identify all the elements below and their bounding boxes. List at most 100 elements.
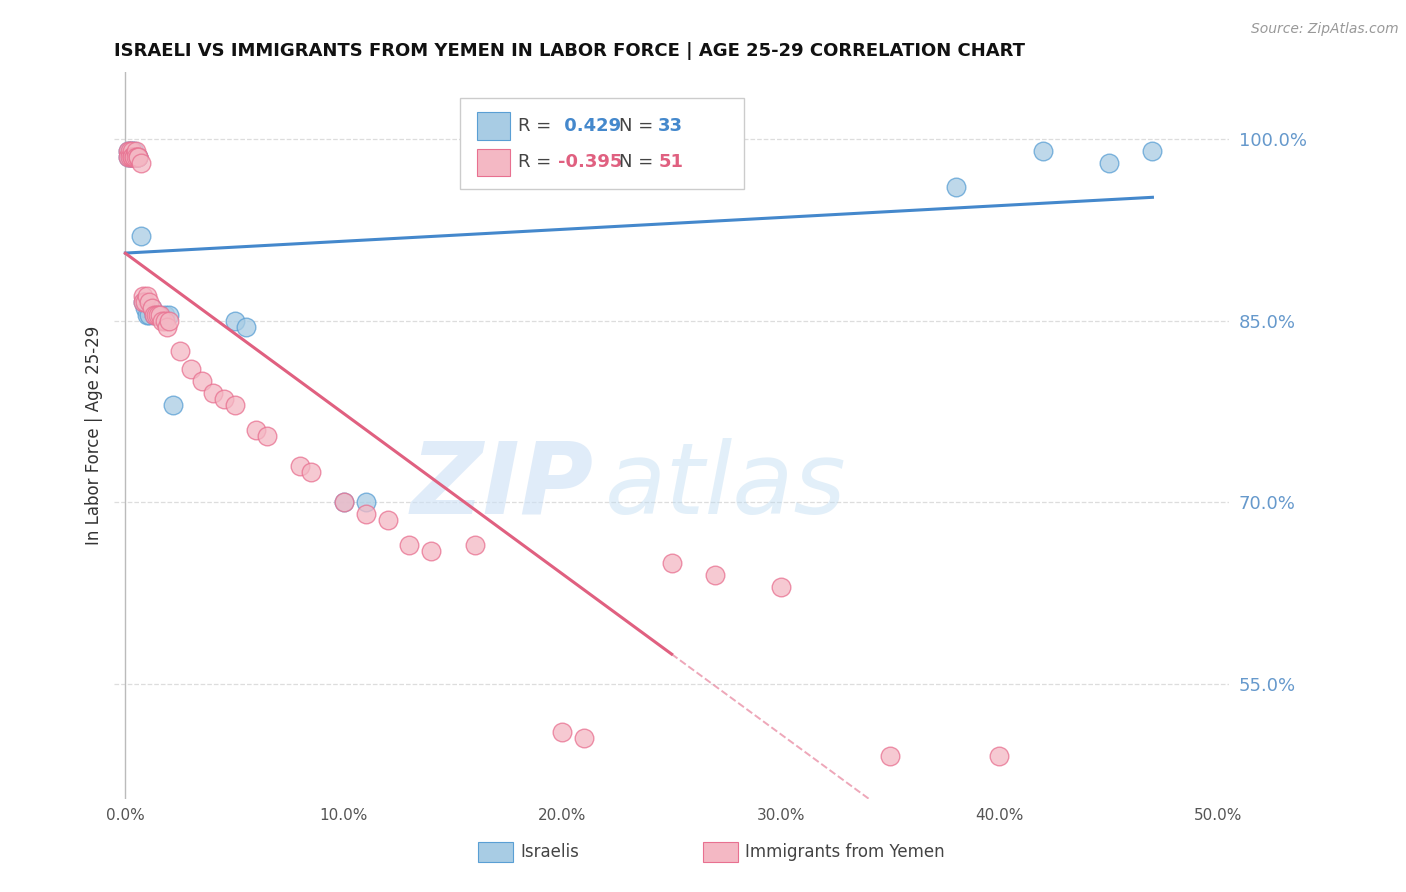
Point: [121, 150, 143, 164]
Point: [142, 308, 165, 322]
Point: [153, 313, 176, 327]
Point: [125, 150, 148, 164]
Point: [157, 308, 180, 322]
Point: [333, 495, 356, 509]
Text: R =: R =: [517, 117, 557, 136]
Point: [122, 150, 145, 164]
Point: [879, 749, 901, 764]
Text: atlas: atlas: [605, 438, 846, 535]
Point: [117, 144, 139, 158]
Point: [191, 374, 214, 388]
Point: [988, 749, 1011, 764]
Point: [354, 508, 377, 522]
Text: N =: N =: [619, 153, 659, 171]
Point: [125, 150, 148, 164]
Y-axis label: In Labor Force | Age 25-29: In Labor Force | Age 25-29: [86, 326, 103, 545]
Point: [127, 150, 149, 164]
Point: [398, 537, 420, 551]
Point: [945, 180, 967, 194]
Point: [125, 150, 148, 164]
FancyBboxPatch shape: [477, 112, 510, 140]
Point: [551, 725, 574, 739]
Point: [212, 392, 235, 407]
Point: [121, 144, 143, 158]
Point: [136, 289, 159, 303]
Point: [333, 495, 356, 509]
Text: Immigrants from Yemen: Immigrants from Yemen: [745, 843, 945, 861]
Text: 0.429: 0.429: [558, 117, 621, 136]
Point: [118, 150, 141, 164]
Point: [169, 343, 191, 358]
Point: [235, 319, 257, 334]
Point: [117, 150, 139, 164]
Text: -0.395: -0.395: [558, 153, 623, 171]
Point: [122, 144, 145, 158]
Point: [574, 731, 596, 746]
Point: [377, 513, 399, 527]
Text: Source: ZipAtlas.com: Source: ZipAtlas.com: [1251, 22, 1399, 37]
Point: [180, 362, 202, 376]
Point: [138, 308, 160, 322]
Point: [141, 301, 163, 316]
Point: [288, 458, 311, 473]
Point: [152, 313, 174, 327]
Point: [256, 428, 278, 442]
Text: Israelis: Israelis: [520, 843, 579, 861]
Point: [146, 308, 169, 322]
Point: [464, 537, 486, 551]
Point: [141, 301, 163, 316]
Point: [245, 423, 267, 437]
Point: [127, 150, 149, 164]
Point: [127, 150, 149, 164]
Point: [149, 308, 172, 322]
Point: [1142, 144, 1164, 158]
Point: [127, 150, 149, 164]
Point: [121, 150, 143, 164]
Point: [661, 556, 683, 570]
Point: [136, 308, 159, 322]
Point: [118, 150, 141, 164]
Point: [149, 308, 172, 322]
Point: [121, 150, 143, 164]
Point: [122, 150, 145, 164]
Text: 33: 33: [658, 117, 683, 136]
Point: [224, 313, 246, 327]
Text: ZIP: ZIP: [411, 438, 593, 535]
Point: [134, 301, 156, 316]
Point: [704, 567, 727, 582]
Point: [117, 144, 139, 158]
Text: N =: N =: [619, 117, 659, 136]
Point: [118, 144, 141, 158]
Text: R =: R =: [517, 153, 557, 171]
Point: [132, 289, 155, 303]
Point: [129, 228, 152, 243]
Point: [125, 144, 148, 158]
FancyBboxPatch shape: [477, 149, 510, 177]
Point: [117, 150, 139, 164]
Point: [134, 295, 156, 310]
Point: [162, 398, 184, 412]
Point: [122, 150, 145, 164]
Point: [132, 295, 155, 310]
Point: [354, 495, 377, 509]
Point: [201, 386, 224, 401]
Point: [121, 150, 143, 164]
Point: [299, 465, 322, 479]
Point: [420, 543, 443, 558]
Point: [146, 308, 169, 322]
Point: [132, 295, 155, 310]
Point: [118, 144, 141, 158]
Point: [156, 319, 179, 334]
Point: [138, 295, 160, 310]
Point: [224, 398, 246, 412]
Point: [121, 144, 143, 158]
Point: [157, 313, 180, 327]
Text: ISRAELI VS IMMIGRANTS FROM YEMEN IN LABOR FORCE | AGE 25-29 CORRELATION CHART: ISRAELI VS IMMIGRANTS FROM YEMEN IN LABO…: [114, 42, 1025, 60]
FancyBboxPatch shape: [460, 98, 744, 188]
Point: [1032, 144, 1054, 158]
Point: [1098, 156, 1121, 170]
Point: [769, 580, 792, 594]
Point: [142, 308, 165, 322]
Point: [129, 156, 152, 170]
Text: 51: 51: [658, 153, 683, 171]
